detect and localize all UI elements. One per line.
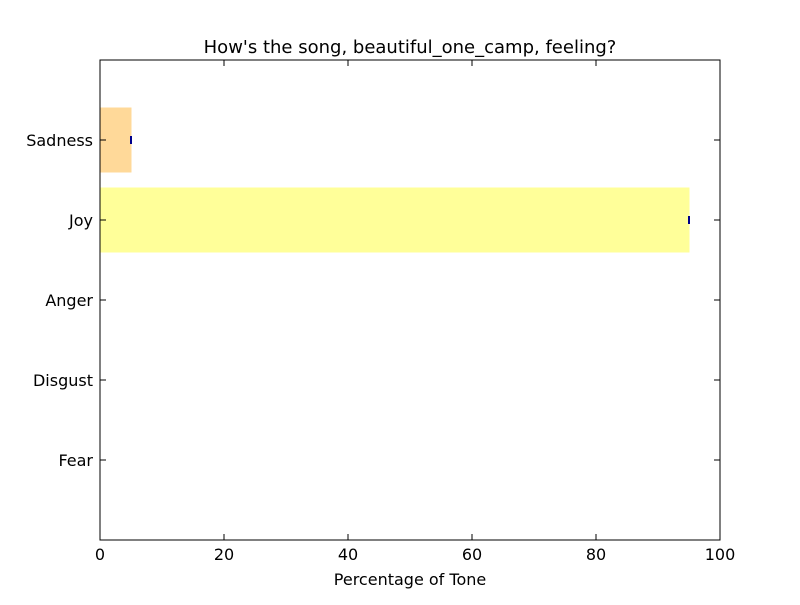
y-tick-label-anger: Anger <box>45 291 93 310</box>
x-tick-label-100: 100 <box>705 545 736 564</box>
x-tick-label-40: 40 <box>338 545 358 564</box>
y-tick-label-disgust: Disgust <box>33 371 93 390</box>
chart-title: How's the song, beautiful_one_camp, feel… <box>204 37 617 58</box>
x-axis-label: Percentage of Tone <box>334 570 486 589</box>
y-tick-label-joy: Joy <box>68 211 93 230</box>
bars-layer <box>99 107 690 253</box>
x-tick-label-60: 60 <box>462 545 482 564</box>
x-tick-label-0: 0 <box>95 545 105 564</box>
y-tick-label-fear: Fear <box>58 451 93 470</box>
ticks-layer: Sadness Joy Anger Disgust Fear 0 20 40 60 80 100 <box>26 60 735 564</box>
y-tick-label-sadness: Sadness <box>26 131 93 150</box>
plot-frame <box>99 59 721 541</box>
x-tick-label-20: 20 <box>214 545 234 564</box>
x-tick-label-80: 80 <box>586 545 606 564</box>
bar-joy <box>99 187 690 253</box>
